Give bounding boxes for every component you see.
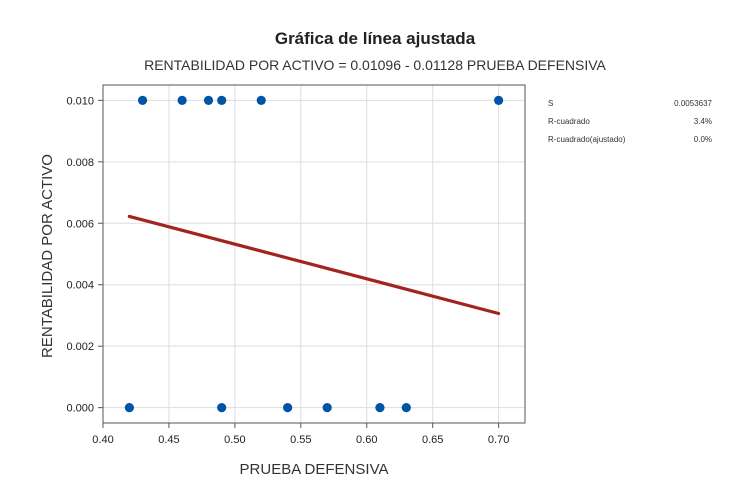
y-tick-label: 0.000	[66, 403, 94, 415]
data-point	[401, 403, 411, 413]
regression-equation: RENTABILIDAD POR ACTIVO = 0.01096 - 0.01…	[144, 57, 606, 73]
x-tick-label: 0.65	[422, 434, 443, 446]
y-tick-label: 0.010	[66, 95, 94, 107]
fit-line-group	[127, 214, 501, 316]
data-point	[322, 403, 332, 413]
summary-stats: S 0.0053637 R-cuadrado 3.4% R-cuadrado(ajust…	[548, 99, 713, 144]
data-point	[256, 95, 266, 105]
data-point	[494, 95, 504, 105]
y-tick-label: 0.002	[66, 341, 94, 353]
grid	[102, 85, 525, 423]
fit-line	[127, 214, 501, 316]
x-axis-label: PRUEBA DEFENSIVA	[240, 461, 389, 478]
data-point	[375, 403, 385, 413]
data-point	[203, 95, 214, 105]
x-tick-label: 0.50	[224, 434, 245, 446]
x-tick-label: 0.40	[92, 434, 113, 446]
data-point	[177, 95, 187, 105]
stat-value: 0.0%	[694, 135, 712, 144]
data-point	[217, 95, 227, 105]
stat-label: S	[548, 99, 553, 108]
data-point	[124, 403, 134, 413]
stat-value: 3.4%	[694, 117, 712, 126]
stat-value: 0.0053637	[674, 99, 712, 108]
y-tick-label: 0.004	[66, 280, 94, 292]
stat-label: R-cuadrado	[548, 117, 590, 126]
y-tick-label: 0.006	[66, 218, 94, 230]
x-tick-label: 0.70	[488, 434, 509, 446]
y-tick-label: 0.008	[66, 157, 94, 169]
y-axis-label: RENTABILIDAD POR ACTIVO	[39, 154, 56, 358]
x-tick-label: 0.55	[290, 434, 311, 446]
stat-label: R-cuadrado(ajustado)	[548, 135, 626, 144]
chart-title: Gráfica de línea ajustada	[275, 29, 476, 48]
data-point	[217, 403, 227, 413]
x-tick-label: 0.60	[356, 434, 377, 446]
data-point	[137, 95, 148, 105]
x-tick-label: 0.45	[158, 434, 179, 446]
plot-area-border	[102, 84, 526, 424]
data-points	[124, 95, 504, 413]
axis-ticks: 0.40 0.45 0.50 0.55 0.60 0.65 0.70 0.000 0.002 0.…	[66, 95, 509, 446]
data-point	[283, 403, 293, 413]
